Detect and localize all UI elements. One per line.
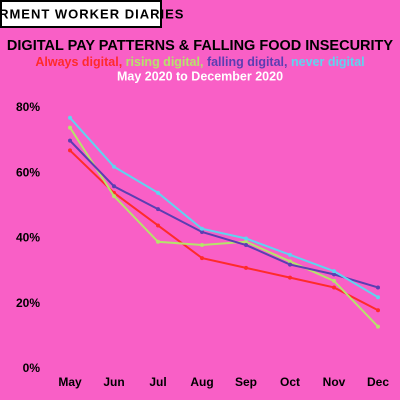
data-point	[156, 239, 160, 244]
data-point	[332, 272, 336, 277]
data-point	[68, 148, 72, 153]
data-point	[244, 243, 248, 248]
data-point	[244, 239, 248, 244]
data-point	[156, 190, 160, 195]
data-point	[112, 184, 116, 189]
y-tick-label: 60%	[16, 165, 40, 179]
series-line	[69, 149, 379, 312]
x-tick-label: Nov	[323, 375, 346, 389]
data-point	[376, 308, 380, 313]
data-point	[200, 226, 204, 231]
data-point	[288, 275, 292, 280]
legend-separator: ,	[200, 55, 207, 69]
series-line	[69, 117, 379, 299]
legend-entry: Always digital	[35, 55, 118, 69]
data-point	[112, 194, 116, 199]
y-tick-label: 0%	[23, 361, 41, 375]
data-point	[332, 278, 336, 283]
data-point	[200, 256, 204, 261]
x-tick-label: May	[58, 375, 82, 389]
series-line	[69, 139, 379, 289]
data-point	[288, 259, 292, 264]
legend-separator: ,	[284, 55, 291, 69]
legend-entry: rising digital	[126, 55, 200, 69]
chart-title: DIGITAL PAY PATTERNS & FALLING FOOD INSE…	[7, 38, 393, 54]
x-tick-label: Jul	[149, 375, 166, 389]
data-point	[376, 285, 380, 290]
legend-separator: ,	[119, 55, 126, 69]
data-point	[376, 324, 380, 329]
data-point	[156, 207, 160, 212]
legend: Always digital, rising digital, falling …	[35, 55, 364, 69]
x-tick-label: Dec	[367, 375, 389, 389]
data-point	[156, 223, 160, 228]
header-box	[0, 0, 162, 28]
x-tick-label: Jun	[103, 375, 124, 389]
header: GARMENT WORKER DIARIES	[0, 6, 184, 21]
data-point	[288, 252, 292, 257]
data-point	[68, 125, 72, 130]
y-tick-label: 20%	[16, 296, 40, 310]
data-point	[376, 295, 380, 300]
subtitle: May 2020 to December 2020	[117, 69, 283, 83]
data-point	[244, 236, 248, 241]
x-tick-label: Oct	[280, 375, 300, 389]
x-tick-label: Sep	[235, 375, 257, 389]
data-point	[200, 243, 204, 248]
x-tick-label: Aug	[190, 375, 213, 389]
data-point	[288, 262, 292, 267]
data-point	[200, 229, 204, 234]
data-point	[244, 265, 248, 270]
data-point	[332, 285, 336, 290]
data-point	[68, 138, 72, 143]
y-tick-label: 40%	[16, 231, 40, 245]
legend-entry: never digital	[291, 55, 365, 69]
data-point	[332, 269, 336, 274]
data-point	[68, 115, 72, 120]
series-line	[69, 127, 379, 328]
legend-entry: falling digital	[207, 55, 284, 69]
y-tick-label: 80%	[16, 100, 40, 114]
data-point	[112, 164, 116, 169]
